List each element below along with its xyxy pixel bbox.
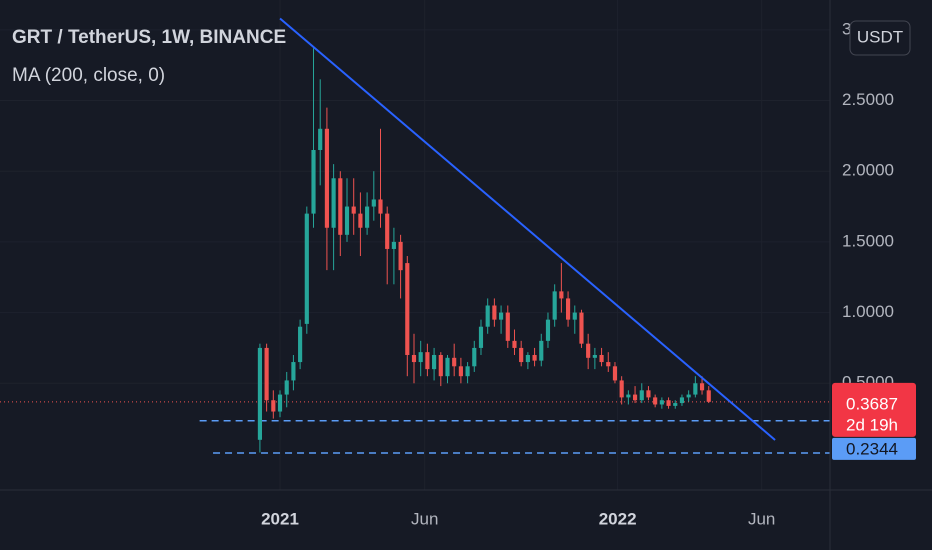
candle-body (351, 206, 356, 214)
candle-body (492, 305, 497, 320)
candle-body (626, 394, 631, 398)
y-tick-label: 1.5000 (842, 231, 894, 250)
candle-body (686, 394, 691, 398)
candle-body (586, 343, 591, 358)
candle-body (619, 380, 624, 398)
candle-body (425, 352, 430, 370)
candle-body (579, 312, 584, 344)
candle-body (472, 347, 477, 367)
candle-body (679, 397, 685, 404)
candle-body (646, 390, 651, 398)
candle-body (465, 366, 470, 377)
candle-body (693, 383, 698, 395)
candle-body (324, 128, 329, 228)
candle-body (298, 326, 303, 363)
candle-body (545, 319, 551, 341)
candle-body (612, 366, 618, 381)
candle-body (318, 128, 323, 150)
candle-body (532, 354, 537, 361)
level-price-box (832, 437, 916, 460)
grid (0, 0, 830, 490)
candle-body (478, 326, 484, 348)
candle-body (438, 354, 443, 377)
candle-body (706, 390, 711, 402)
candle-body (338, 178, 343, 235)
y-tick-label: 2.0000 (842, 161, 894, 180)
candle-body (632, 394, 638, 401)
y-tick-label: 2.5000 (842, 90, 894, 109)
candle-body (552, 291, 557, 320)
candle-body (291, 362, 296, 381)
candle-body (452, 357, 457, 367)
candle-body (565, 298, 571, 320)
candle-body (659, 400, 664, 405)
candle-body (512, 340, 517, 348)
candle-body (277, 394, 283, 412)
candle-body (699, 383, 705, 391)
candle-body (592, 354, 597, 358)
x-tick-label: Jun (411, 509, 438, 528)
candle-body (385, 213, 390, 249)
candle-body (371, 199, 376, 207)
candle-body (559, 291, 564, 299)
candle-body (432, 354, 437, 370)
candle-body (411, 354, 417, 363)
candle-body (331, 178, 336, 228)
x-tick-label: 2022 (599, 509, 637, 528)
indicator-label: MA (200, close, 0) (12, 65, 165, 86)
y-tick-label: 1.0000 (842, 302, 894, 321)
currency-label[interactable]: USDT (857, 27, 903, 46)
candle-body (599, 354, 604, 363)
candle-body (358, 213, 363, 228)
trend-line (279, 17, 776, 441)
candle-body (673, 403, 678, 406)
candle-body (257, 347, 262, 440)
candle-body (418, 352, 423, 363)
candle-body (572, 312, 577, 320)
candle-body (264, 347, 269, 401)
x-tick-label: 2021 (261, 509, 299, 528)
countdown-label: 2d 19h (846, 415, 898, 434)
candle-body (304, 213, 309, 324)
candle-body (499, 312, 504, 320)
candle-body (398, 241, 403, 271)
labels: 0.50001.00001.50002.00002.50003.00002021… (261, 19, 916, 528)
candle-body (458, 366, 463, 377)
candle-body (445, 357, 450, 377)
candle-body (525, 354, 530, 363)
candle-body (485, 305, 490, 327)
candle-body (271, 400, 276, 412)
candle-body (284, 380, 289, 395)
currency-button[interactable] (849, 20, 911, 56)
candle-body (539, 340, 544, 361)
candle-body (344, 206, 350, 235)
candle-body (639, 390, 644, 401)
candle-body (606, 362, 611, 367)
level-price-label: 0.2344 (846, 439, 898, 458)
candle-body (405, 263, 410, 355)
marks (0, 17, 830, 454)
symbol-title: GRT / TetherUS, 1W, BINANCE (12, 27, 286, 48)
candle-body (365, 206, 370, 228)
candle-body (505, 312, 510, 341)
candle-body (666, 400, 671, 406)
candle-body (378, 199, 383, 214)
candle-body (311, 149, 316, 214)
candle-body (519, 347, 524, 363)
last-price-label: 0.3687 (846, 394, 898, 413)
x-tick-label: Jun (748, 509, 775, 528)
last-price-box (832, 382, 916, 437)
candle-body (653, 397, 658, 405)
candle-body (391, 241, 396, 249)
